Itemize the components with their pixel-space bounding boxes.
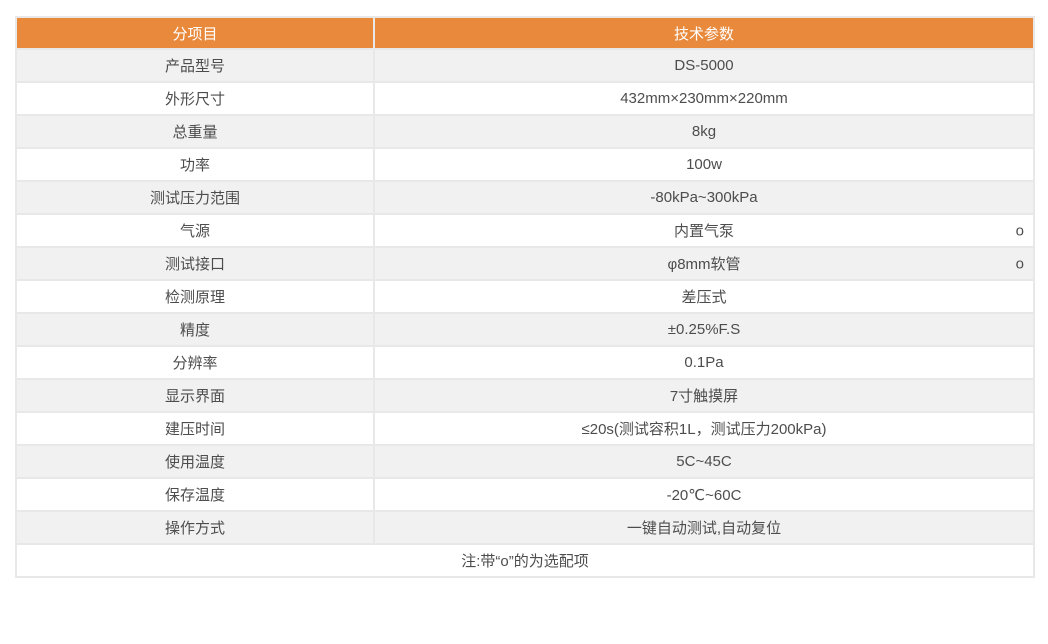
table-row: 测试压力范围 -80kPa~300kPa	[15, 180, 1035, 215]
spec-value-cell: 0.1Pa	[373, 345, 1035, 380]
spec-value: 内置气泵	[673, 223, 734, 240]
spec-value: DS-5000	[674, 57, 734, 74]
footnote-row: 注:带“o”的为选配项	[15, 543, 1035, 578]
spec-value: 7寸触摸屏	[669, 388, 739, 405]
column-header-params: 技术参数	[373, 16, 1035, 50]
spec-value: ±0.25%F.S	[667, 321, 741, 338]
spec-label-cell: 保存温度	[15, 477, 375, 512]
optional-marker: o	[1015, 222, 1024, 239]
table-row: 产品型号 DS-5000	[15, 48, 1035, 83]
spec-value-cell: 8kg	[373, 114, 1035, 149]
table-row: 检测原理 差压式	[15, 279, 1035, 314]
spec-table: 分项目 技术参数 产品型号 DS-5000 外形尺寸 432mm×230mm×2…	[15, 16, 1035, 578]
spec-value: 8kg	[691, 123, 717, 140]
table-row: 使用温度 5C~45C	[15, 444, 1035, 479]
table-row: 功率 100w	[15, 147, 1035, 182]
spec-value: 100w	[686, 156, 722, 173]
spec-label-cell: 总重量	[15, 114, 375, 149]
spec-value-cell: 432mm×230mm×220mm	[373, 81, 1035, 116]
spec-label-cell: 测试接口	[15, 246, 375, 281]
footnote: 注:带“o”的为选配项	[15, 543, 1035, 578]
table-row: 精度 ±0.25%F.S	[15, 312, 1035, 347]
table-row: 操作方式 一键自动测试,自动复位	[15, 510, 1035, 545]
spec-label-cell: 功率	[15, 147, 375, 182]
spec-value: 一键自动测试,自动复位	[626, 520, 782, 537]
spec-value-cell: 100w	[373, 147, 1035, 182]
header-row: 分项目 技术参数	[15, 16, 1035, 50]
spec-label-cell: 显示界面	[15, 378, 375, 413]
spec-label-cell: 操作方式	[15, 510, 375, 545]
spec-value: -80kPa~300kPa	[650, 189, 758, 206]
spec-value-cell: ±0.25%F.S	[373, 312, 1035, 347]
spec-value-cell: 5C~45C	[373, 444, 1035, 479]
spec-value-cell: ≤20s(测试容积1L，测试压力200kPa)	[373, 411, 1035, 446]
spec-value-cell: 7寸触摸屏	[373, 378, 1035, 413]
spec-label-cell: 精度	[15, 312, 375, 347]
table-row: 外形尺寸 432mm×230mm×220mm	[15, 81, 1035, 116]
spec-value-cell: 差压式	[373, 279, 1035, 314]
spec-value-cell: 内置气泵 o	[373, 213, 1035, 248]
spec-label-cell: 外形尺寸	[15, 81, 375, 116]
table-row: 气源 内置气泵 o	[15, 213, 1035, 248]
spec-value: 差压式	[681, 289, 727, 306]
spec-value-cell: 一键自动测试,自动复位	[373, 510, 1035, 545]
table-row: 建压时间 ≤20s(测试容积1L，测试压力200kPa)	[15, 411, 1035, 446]
optional-marker: o	[1015, 255, 1024, 272]
table-row: 显示界面 7寸触摸屏	[15, 378, 1035, 413]
spec-value-cell: DS-5000	[373, 48, 1035, 83]
spec-value: φ8mm软管	[667, 256, 741, 273]
spec-label-cell: 检测原理	[15, 279, 375, 314]
spec-value-cell: -20℃~60C	[373, 477, 1035, 512]
table-row: 测试接口 φ8mm软管 o	[15, 246, 1035, 281]
spec-label-cell: 产品型号	[15, 48, 375, 83]
spec-value: ≤20s(测试容积1L，测试压力200kPa)	[581, 421, 827, 438]
spec-label-cell: 分辨率	[15, 345, 375, 380]
spec-label-cell: 气源	[15, 213, 375, 248]
spec-value: -20℃~60C	[666, 486, 742, 504]
spec-label-cell: 使用温度	[15, 444, 375, 479]
spec-value: 5C~45C	[676, 453, 732, 470]
spec-value: 432mm×230mm×220mm	[620, 90, 788, 107]
spec-label-cell: 测试压力范围	[15, 180, 375, 215]
spec-label-cell: 建压时间	[15, 411, 375, 446]
table-row: 保存温度 -20℃~60C	[15, 477, 1035, 512]
spec-value-cell: -80kPa~300kPa	[373, 180, 1035, 215]
table-row: 总重量 8kg	[15, 114, 1035, 149]
table-row: 分辨率 0.1Pa	[15, 345, 1035, 380]
column-header-item: 分项目	[15, 16, 375, 50]
spec-value-cell: φ8mm软管 o	[373, 246, 1035, 281]
spec-value: 0.1Pa	[684, 354, 724, 371]
